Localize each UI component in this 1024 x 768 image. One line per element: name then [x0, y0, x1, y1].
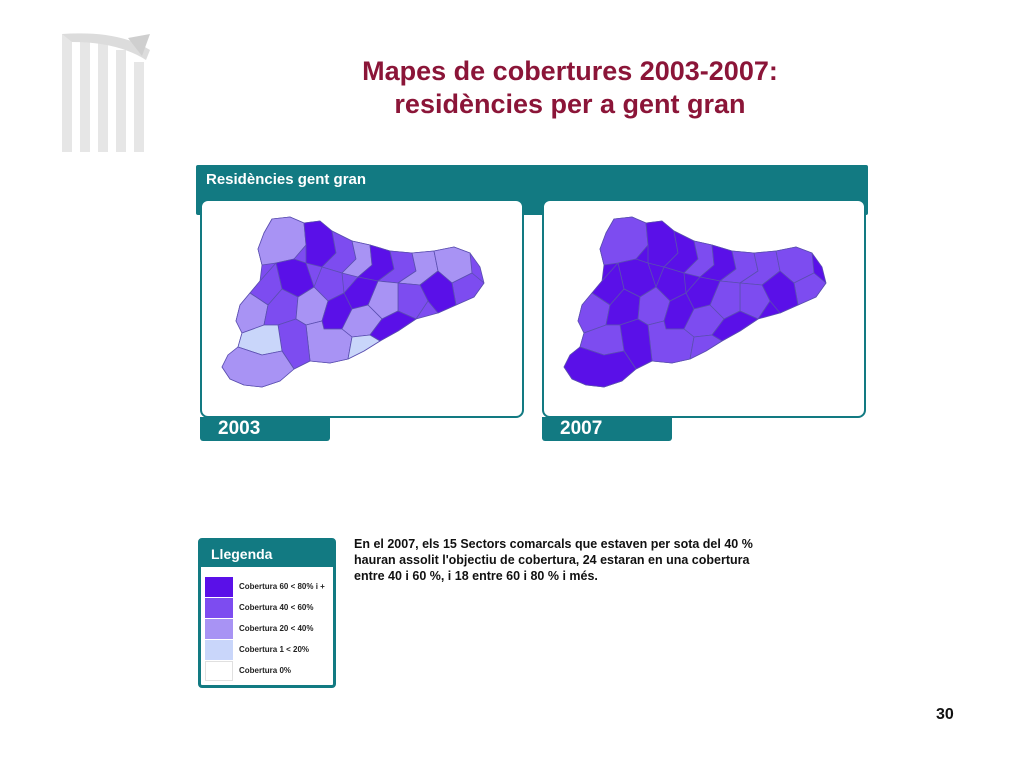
legend-swatch: [205, 661, 233, 681]
legend-item: Cobertura 1 < 20%: [205, 640, 335, 660]
legend-item: Cobertura 60 < 80% i +: [205, 577, 335, 597]
legend-label: Cobertura 60 < 80% i +: [239, 582, 325, 591]
maps-header-label: Residències gent gran: [206, 171, 367, 188]
legend-label: Cobertura 0%: [239, 666, 292, 675]
description-line-3: entre 40 i 60 %, i 18 entre 60 i 80 % i …: [354, 569, 598, 583]
description-text: En el 2007, els 15 Sectors comarcals que…: [354, 536, 874, 584]
year-tab-2003: 2003: [200, 417, 330, 441]
legend-label: Cobertura 40 < 60%: [239, 603, 314, 612]
catalonia-map-2007: [563, 216, 827, 388]
map-2007: [542, 199, 866, 418]
page-number: 30: [936, 706, 954, 723]
description-line-2: hauran assolit l'objectiu de cobertura, …: [354, 553, 750, 567]
description-line-1: En el 2007, els 15 Sectors comarcals que…: [354, 537, 753, 551]
title-line-2: residències per a gent gran: [394, 89, 746, 119]
legend: Llegenda Cobertura 60 < 80% i + Cobertur…: [198, 538, 336, 688]
legend-swatch: [205, 640, 233, 660]
legend-title: Llegenda: [201, 541, 333, 567]
legend-swatch: [205, 598, 233, 618]
slide-title: Mapes de cobertures 2003-2007: residènci…: [300, 55, 840, 121]
year-tab-2007: 2007: [542, 417, 672, 441]
legend-item: Cobertura 40 < 60%: [205, 598, 335, 618]
legend-label: Cobertura 1 < 20%: [239, 645, 310, 654]
legend-swatch: [205, 577, 233, 597]
legend-item: Cobertura 20 < 40%: [205, 619, 335, 639]
maps-panel: Residències gent gran: [196, 165, 868, 441]
map-2003: [200, 199, 524, 418]
legend-item: Cobertura 0%: [205, 661, 335, 681]
title-line-1: Mapes de cobertures 2003-2007:: [362, 56, 778, 86]
catalonia-map-2003: [221, 216, 485, 388]
legend-label: Cobertura 20 < 40%: [239, 624, 314, 633]
legend-swatch: [205, 619, 233, 639]
institution-logo: [62, 33, 150, 152]
